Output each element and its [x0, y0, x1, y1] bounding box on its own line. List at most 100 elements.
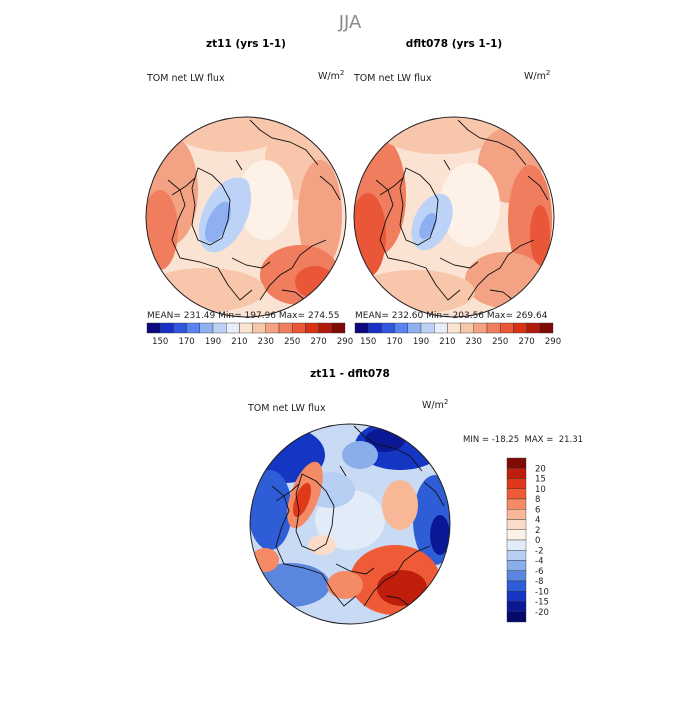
colorbar-label: -10 [535, 587, 549, 597]
colorbar-swatch [331, 322, 346, 334]
colorbar-swatch [407, 322, 422, 334]
colorbar-swatch [212, 322, 227, 334]
colorbar-swatch [239, 322, 253, 334]
map-zt11 [146, 117, 346, 317]
colorbar-label: 230 [258, 337, 274, 347]
colorbar-swatch [354, 322, 369, 334]
stats-dflt078: MEAN= 232.60 Min= 203.56 Max= 269.64 [355, 311, 548, 321]
panel-title: dflt078 (yrs 1-1) [406, 38, 502, 50]
colorbar-label: 270 [518, 337, 534, 347]
colorbar-zt11: 150 170 190 210 230 250 270 290 [146, 322, 353, 347]
colorbar-label: 250 [492, 337, 508, 347]
colorbar-label: 20 [535, 464, 546, 474]
colorbar-label: 210 [231, 337, 247, 347]
colorbar-swatch [506, 570, 527, 582]
diff-title: zt11 - dflt078 [310, 368, 390, 380]
colorbar-dflt078: 150 170 190 210 230 250 270 290 [354, 322, 561, 347]
colorbar-label: 190 [413, 337, 429, 347]
colorbar-label: 2 [535, 526, 540, 536]
colorbar-swatch [278, 322, 293, 334]
colorbar-swatch [473, 322, 488, 334]
colorbar-label: 290 [545, 337, 561, 347]
colorbar-swatch [539, 322, 554, 334]
colorbar-swatch [381, 322, 395, 334]
figure-title: JJA [338, 12, 362, 33]
colorbar-label: -15 [535, 598, 549, 608]
panel-dflt078: dflt078 (yrs 1-1) TOM net LW flux W/m2 [353, 38, 561, 347]
colorbar-label: 150 [360, 337, 376, 347]
colorbar-swatch [292, 322, 306, 334]
colorbar-swatch [434, 322, 448, 334]
colorbar-label: -8 [535, 577, 543, 587]
colorbar-label: 170 [386, 337, 402, 347]
colorbar-swatch [173, 322, 187, 334]
colorbar-swatch [506, 498, 527, 510]
colorbar-swatch [506, 601, 527, 612]
colorbar-swatch [500, 322, 514, 334]
colorbar-swatch [225, 322, 240, 334]
panel-title: zt11 (yrs 1-1) [206, 38, 286, 50]
colorbar-swatch [506, 519, 527, 530]
colorbar-label: 250 [284, 337, 300, 347]
colorbar-label: 230 [466, 337, 482, 347]
colorbar-swatch [265, 322, 280, 334]
colorbar-swatch [506, 468, 527, 479]
colorbar-swatch [368, 322, 382, 334]
map-outline [353, 116, 555, 318]
colorbar-swatch [506, 457, 527, 469]
colorbar-label: -6 [535, 567, 543, 577]
colorbar-label: -4 [535, 557, 543, 567]
colorbar-swatch [186, 322, 201, 334]
colorbar-swatch [447, 322, 461, 334]
colorbar-swatch [506, 488, 527, 500]
map-field-contours [146, 117, 342, 312]
colorbar-swatch [506, 580, 527, 592]
panel-difference: zt11 - dflt078 TOM net LW flux W/m2 MIN … [247, 368, 583, 625]
diff-minmax: MIN = -18.25 MAX = 21.31 [463, 435, 583, 445]
colorbar-swatch [305, 322, 319, 334]
colorbar-swatch [506, 529, 527, 541]
colorbar-label: 270 [310, 337, 326, 347]
colorbar-swatch [199, 322, 214, 334]
colorbar-swatch [146, 322, 161, 334]
diff-variable: TOM net LW flux [247, 403, 326, 414]
colorbar-swatch [513, 322, 527, 334]
map-difference [250, 424, 450, 624]
colorbar-swatch [506, 539, 527, 551]
colorbar-label: 150 [152, 337, 168, 347]
colorbar-label: 170 [178, 337, 194, 347]
colorbar-label: 10 [535, 485, 546, 495]
colorbar-swatch [252, 322, 267, 334]
colorbar-label: 190 [205, 337, 221, 347]
map-outline [249, 423, 451, 625]
panel-units: W/m2 [318, 69, 344, 82]
colorbar-swatch [506, 560, 527, 571]
map-outline [145, 116, 347, 318]
panel-variable: TOM net LW flux [353, 73, 432, 84]
colorbar-swatch [318, 322, 333, 334]
colorbar-label: 15 [535, 475, 546, 485]
colorbar-swatch [486, 322, 501, 334]
map-field-contours [354, 117, 552, 314]
panel-variable: TOM net LW flux [146, 73, 225, 84]
diff-units: W/m2 [422, 398, 448, 411]
colorbar-label: 6 [535, 505, 540, 515]
colorbar-label: 290 [337, 337, 353, 347]
map-dflt078 [354, 117, 554, 317]
colorbar-swatch [506, 550, 527, 561]
colorbar-swatch [506, 591, 527, 602]
map-coastlines [167, 119, 341, 313]
colorbar-swatch [420, 322, 435, 334]
colorbar-label: 210 [439, 337, 455, 347]
colorbar-swatch [506, 478, 527, 489]
colorbar-label: -20 [535, 608, 549, 618]
colorbar-swatch [506, 509, 527, 520]
map-field-contours [250, 424, 450, 615]
panel-zt11: zt11 (yrs 1-1) TOM net LW flux W/m2 [145, 38, 353, 347]
colorbar-label: 4 [535, 516, 540, 526]
colorbar-label: 0 [535, 536, 540, 546]
colorbar-swatch [460, 322, 475, 334]
